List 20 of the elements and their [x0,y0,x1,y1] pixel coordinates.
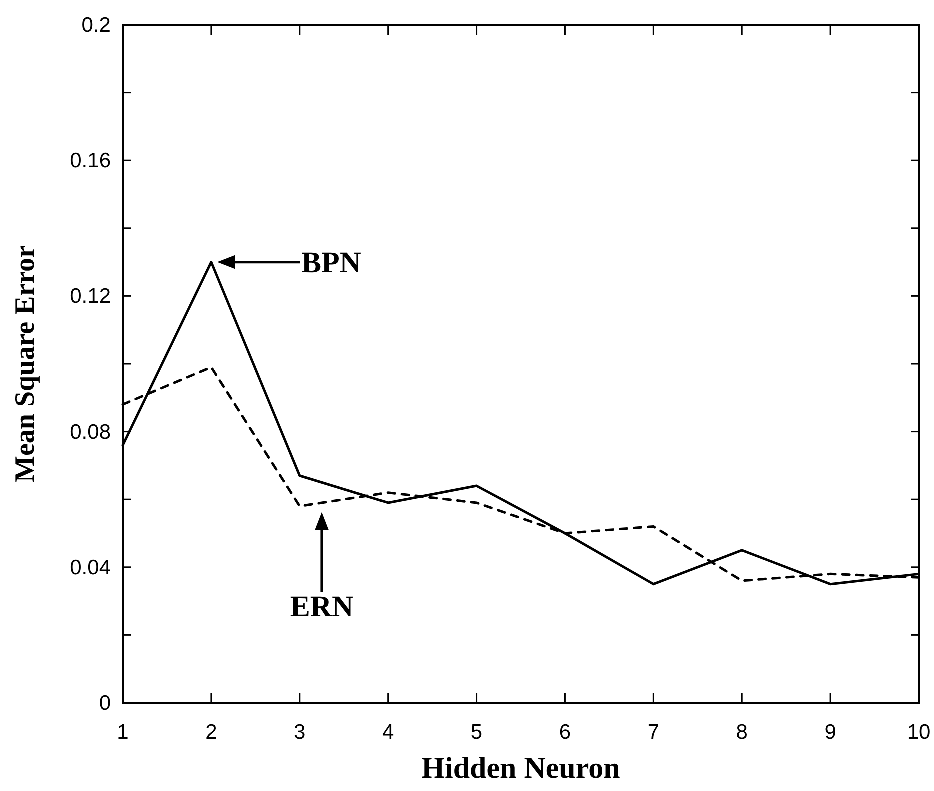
y-tick-label: 0.04 [70,556,112,580]
x-axis-title: Hidden Neuron [422,752,621,785]
y-tick-label: 0.08 [70,420,111,444]
x-tick-label: 10 [907,721,931,744]
x-tick-label: 1 [117,721,129,744]
x-tick-label: 4 [382,721,394,744]
y-axis-title: Mean Square Error [10,246,41,482]
x-tick-label: 6 [559,721,572,744]
y-tick-label: 0.16 [70,150,111,173]
x-tick-label: 2 [206,721,218,744]
y-tick-label: 0.2 [82,14,111,37]
annotation: ERN [290,590,354,624]
x-tick-label: 8 [736,721,748,744]
x-tick-label: 5 [470,721,483,744]
x-tick-label: 9 [824,721,836,744]
x-tick-label: 7 [648,721,660,744]
y-tick-label: 0 [99,692,111,715]
annotation: BPN [301,246,362,280]
x-tick-label: 3 [294,721,306,744]
y-tick-label: 0.12 [70,285,111,308]
